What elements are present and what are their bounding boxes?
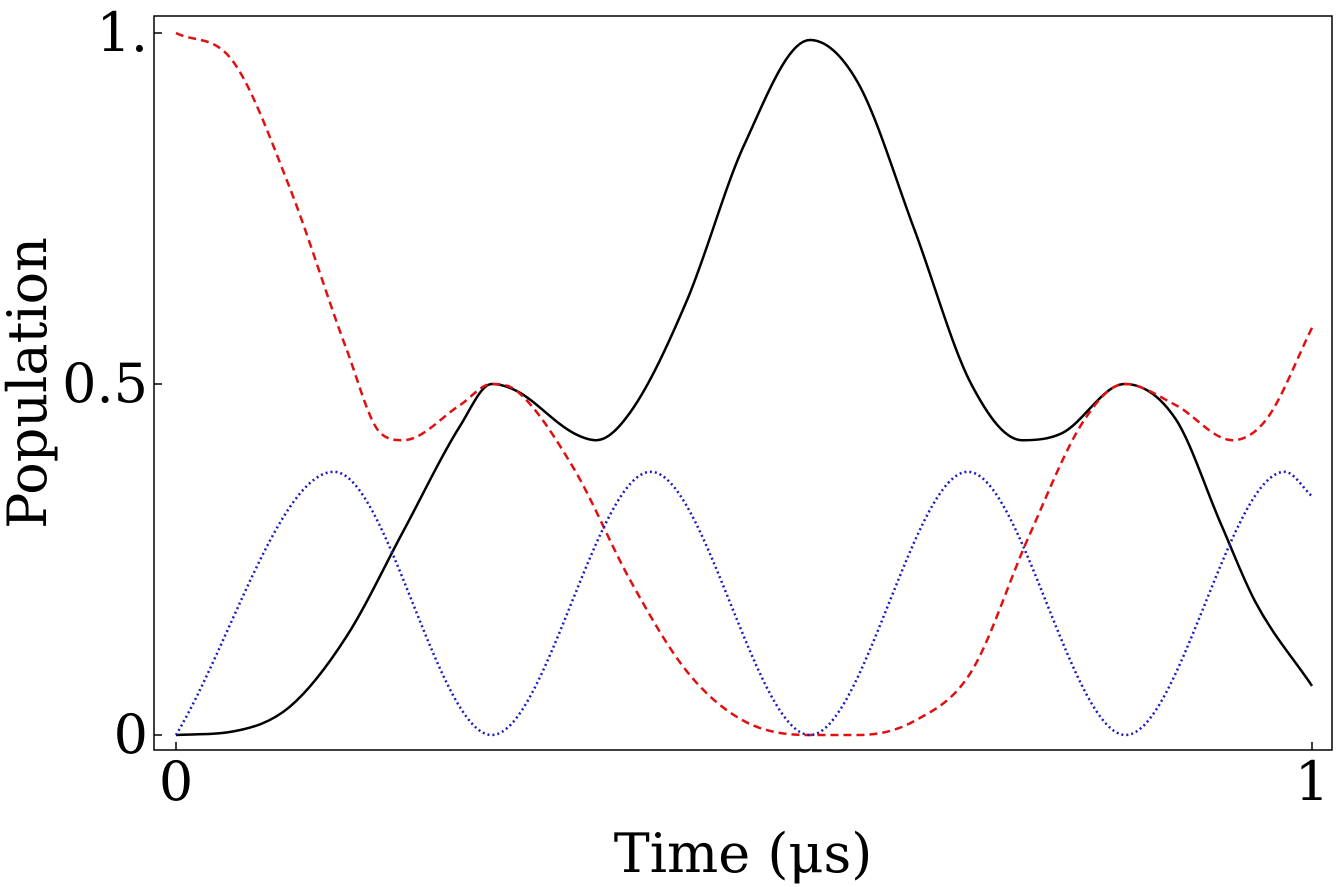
series-line-3	[174, 470, 1313, 737]
x-tick-label-1: 1	[1295, 750, 1329, 813]
series-line-1	[175, 38, 1314, 737]
x-tick-label-0: 0	[159, 750, 193, 813]
y-tick-label-2: 1.	[96, 1, 148, 64]
y-tick-label-0: 0	[114, 703, 148, 766]
tick-layer: 0 1 0 0.5 1.	[62, 1, 1329, 813]
series-layer	[174, 31, 1314, 737]
x-axis-label: Time (μs)	[614, 822, 873, 885]
series-line-2	[175, 31, 1314, 737]
y-axis-label: Population	[0, 237, 59, 529]
y-tick-label-1: 0.5	[62, 352, 148, 415]
plot-frame	[153, 15, 1333, 751]
